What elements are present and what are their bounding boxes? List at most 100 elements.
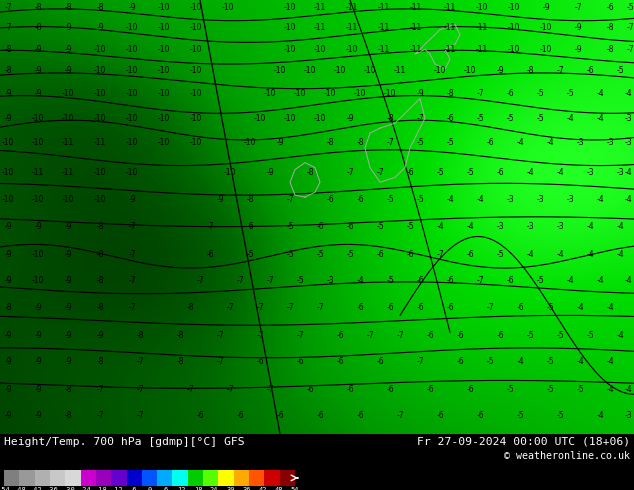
Text: -11: -11 (410, 45, 422, 54)
Text: -6: -6 (346, 222, 354, 231)
Text: -6: -6 (446, 114, 454, 123)
Text: -11: -11 (444, 45, 456, 54)
Text: -9: -9 (64, 331, 72, 340)
Text: -5: -5 (416, 195, 424, 203)
Text: -6: -6 (506, 276, 514, 285)
Text: -5: -5 (536, 89, 544, 98)
Text: -7: -7 (266, 385, 274, 394)
Bar (19, 470, 35, 486)
Text: -6: -6 (316, 412, 324, 420)
Text: -4: -4 (586, 250, 594, 259)
Text: -3: -3 (624, 138, 632, 147)
Text: -10: -10 (190, 138, 202, 147)
Text: -5: -5 (626, 3, 634, 12)
Text: -6: -6 (306, 385, 314, 394)
Text: -9: -9 (64, 303, 72, 312)
Text: -4: -4 (596, 114, 604, 123)
Text: -5: -5 (436, 168, 444, 177)
Text: -6: -6 (326, 195, 334, 203)
Text: -10: -10 (126, 89, 138, 98)
Text: -8: -8 (96, 303, 104, 312)
Bar (249, 470, 264, 486)
Text: -7: -7 (128, 222, 136, 231)
Text: -5: -5 (406, 222, 414, 231)
Text: -7: -7 (4, 3, 12, 12)
Text: -10: -10 (158, 3, 170, 12)
Text: -7: -7 (286, 303, 294, 312)
Text: -11: -11 (410, 3, 422, 12)
Bar (219, 470, 234, 486)
Text: -5: -5 (386, 276, 394, 285)
Text: -10: -10 (2, 195, 14, 203)
Text: -10: -10 (190, 67, 202, 75)
Text: -4: -4 (616, 222, 624, 231)
Text: -6: -6 (386, 385, 394, 394)
Text: -10: -10 (304, 67, 316, 75)
Text: -9: -9 (4, 385, 12, 394)
Text: -6: -6 (356, 412, 364, 420)
Text: -6: -6 (446, 303, 454, 312)
Text: -7: -7 (216, 357, 224, 366)
Text: -10: -10 (244, 138, 256, 147)
Text: -10: -10 (190, 89, 202, 98)
Text: -10: -10 (126, 45, 138, 54)
Text: -8: -8 (606, 45, 614, 54)
Text: -10: -10 (464, 67, 476, 75)
Text: -10: -10 (32, 195, 44, 203)
Text: -11: -11 (378, 3, 390, 12)
Text: -10: -10 (264, 89, 276, 98)
Text: -11: -11 (314, 23, 326, 32)
Text: -6: -6 (516, 303, 524, 312)
Text: -5: -5 (546, 303, 554, 312)
Text: -10: -10 (190, 45, 202, 54)
Text: -5: -5 (316, 250, 324, 259)
Text: -9: -9 (34, 303, 42, 312)
Text: -6: -6 (346, 385, 354, 394)
Text: -4: -4 (624, 168, 632, 177)
Text: -8: -8 (246, 195, 254, 203)
Text: -18: -18 (94, 487, 107, 490)
Text: -10: -10 (384, 89, 396, 98)
Text: © weatheronline.co.uk: © weatheronline.co.uk (504, 451, 630, 461)
Text: -4: -4 (576, 303, 584, 312)
Text: -10: -10 (158, 114, 170, 123)
Text: -8: -8 (96, 3, 104, 12)
Text: -10: -10 (476, 3, 488, 12)
Text: -11: -11 (314, 3, 326, 12)
Text: -6: -6 (486, 138, 494, 147)
Text: -9: -9 (416, 89, 424, 98)
Text: -11: -11 (394, 67, 406, 75)
Text: -10: -10 (2, 138, 14, 147)
Text: -4: -4 (606, 357, 614, 366)
Text: -5: -5 (496, 250, 504, 259)
Text: -24: -24 (79, 487, 91, 490)
Text: -7: -7 (236, 276, 244, 285)
Text: -10: -10 (158, 67, 170, 75)
Bar (4, 470, 19, 486)
Text: -5: -5 (506, 385, 514, 394)
Text: -7: -7 (216, 331, 224, 340)
Text: -10: -10 (284, 114, 296, 123)
Text: -8: -8 (356, 138, 364, 147)
Text: -11: -11 (378, 23, 390, 32)
Text: -8: -8 (34, 3, 42, 12)
Text: -9: -9 (574, 45, 582, 54)
Text: -4: -4 (566, 276, 574, 285)
Text: -8: -8 (186, 303, 194, 312)
Text: -7: -7 (226, 303, 234, 312)
Text: -7: -7 (128, 250, 136, 259)
Text: -5: -5 (536, 114, 544, 123)
Text: -7: -7 (226, 385, 234, 394)
Text: -9: -9 (4, 412, 12, 420)
Text: -7: -7 (476, 276, 484, 285)
Text: -36: -36 (46, 487, 59, 490)
Text: -9: -9 (64, 250, 72, 259)
Text: -10: -10 (126, 23, 138, 32)
Text: -4: -4 (606, 385, 614, 394)
Text: -9: -9 (34, 222, 42, 231)
Text: -10: -10 (126, 168, 138, 177)
Text: -6: -6 (466, 250, 474, 259)
Text: -7: -7 (416, 114, 424, 123)
Bar (50, 470, 65, 486)
Text: -10: -10 (32, 276, 44, 285)
